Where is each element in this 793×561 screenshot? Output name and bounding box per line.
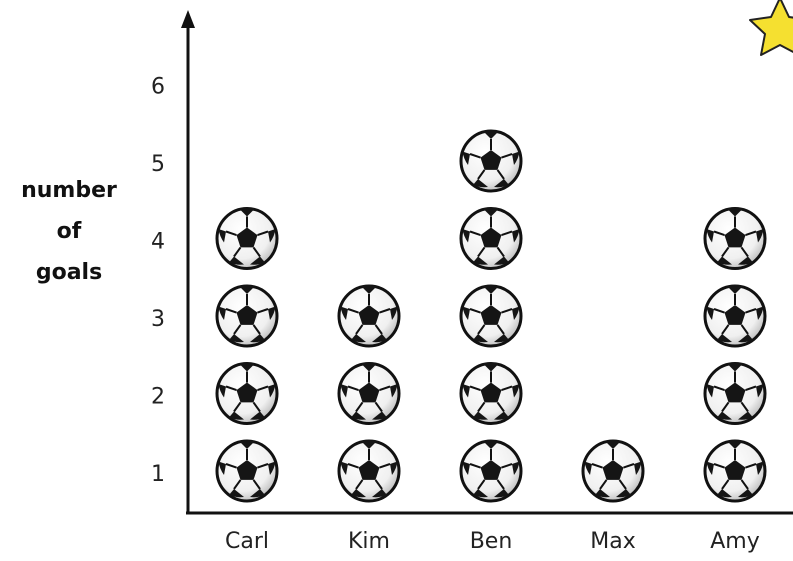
soccer-ball-icon	[459, 283, 523, 348]
category-label: Max	[590, 529, 635, 554]
y-tick-label: 3	[151, 307, 165, 332]
soccer-ball-icon	[215, 205, 279, 270]
y-tick-label: 1	[151, 462, 165, 487]
soccer-ball-icon	[459, 128, 523, 193]
soccer-ball-icon	[459, 438, 523, 503]
y-axis-label-line-1: number	[21, 178, 117, 203]
soccer-ball-icon	[337, 438, 401, 503]
category-labels: Carl Kim Ben Max Amy	[225, 529, 760, 554]
category-label: Kim	[348, 529, 390, 554]
pictogram-marks	[215, 128, 767, 503]
soccer-ball-icon	[337, 283, 401, 348]
soccer-ball-icon	[703, 205, 767, 270]
y-tick-label: 6	[151, 75, 165, 100]
soccer-ball-icon	[703, 360, 767, 425]
y-tick-label: 4	[151, 230, 165, 255]
soccer-ball-icon	[581, 438, 645, 503]
y-axis-label-line-2: of	[57, 219, 82, 244]
category-label: Carl	[225, 529, 269, 554]
star-icon	[749, 0, 793, 56]
soccer-ball-icon	[703, 438, 767, 503]
soccer-ball-icon	[215, 283, 279, 348]
y-axis-arrowhead	[181, 10, 195, 28]
y-axis-label-line-3: goals	[36, 260, 102, 285]
soccer-ball-icon	[459, 205, 523, 270]
category-label: Ben	[470, 529, 513, 554]
soccer-ball-icon	[459, 360, 523, 425]
soccer-ball-icon	[215, 438, 279, 503]
y-tick-labels: 1 2 3 4 5 6	[151, 75, 165, 488]
soccer-ball-icon	[703, 283, 767, 348]
soccer-ball-icon	[215, 360, 279, 425]
y-tick-label: 5	[151, 152, 165, 177]
category-label: Amy	[710, 529, 760, 554]
soccer-ball-icon	[337, 360, 401, 425]
y-tick-label: 2	[151, 385, 165, 410]
